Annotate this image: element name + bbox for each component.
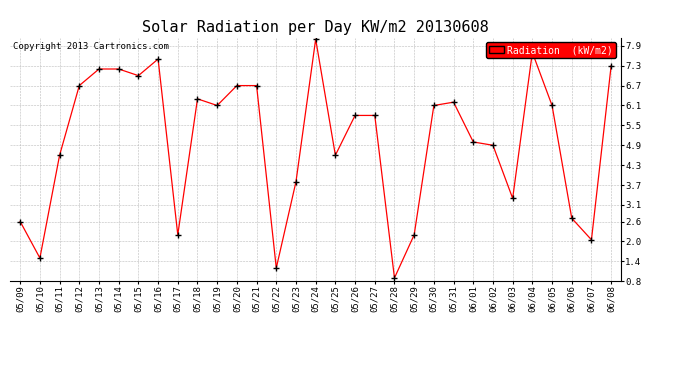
Text: Copyright 2013 Cartronics.com: Copyright 2013 Cartronics.com bbox=[13, 42, 169, 51]
Title: Solar Radiation per Day KW/m2 20130608: Solar Radiation per Day KW/m2 20130608 bbox=[142, 20, 489, 35]
Legend: Radiation  (kW/m2): Radiation (kW/m2) bbox=[486, 42, 616, 58]
